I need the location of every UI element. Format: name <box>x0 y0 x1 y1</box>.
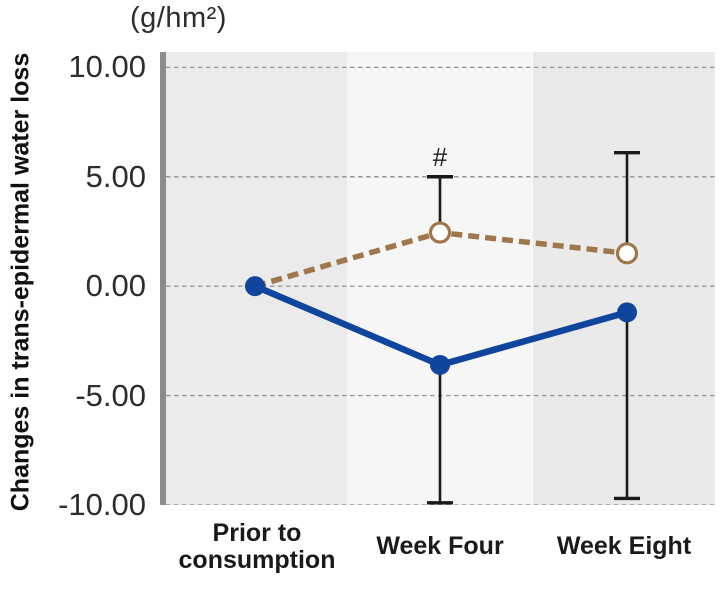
data-point-open-circle <box>615 242 639 265</box>
data-point-filled-circle <box>430 354 450 375</box>
plot-area: # <box>160 52 715 505</box>
y-tick-label-0: 0.00 <box>85 268 146 303</box>
significance-annotation: # <box>433 142 448 172</box>
y-tick-label-5: 5.00 <box>85 159 146 194</box>
y-axis-unit-label: (g/hm²) <box>130 2 227 34</box>
y-tick-label-10: 10.00 <box>68 49 146 84</box>
y-tick-label-neg10: -10.00 <box>58 487 146 522</box>
x-label-week-eight: Week Eight <box>556 532 692 560</box>
data-point-filled-circle <box>617 302 637 323</box>
x-label-week-four: Week Four <box>376 532 504 560</box>
y-tick-label-neg5: -5.00 <box>75 378 146 413</box>
plot-band <box>533 52 715 505</box>
x-label-prior-to-consumption: Prior to consumption <box>178 519 336 574</box>
data-point-open-circle <box>428 221 452 244</box>
data-point-filled-circle <box>245 276 265 297</box>
y-axis-line <box>160 52 166 505</box>
